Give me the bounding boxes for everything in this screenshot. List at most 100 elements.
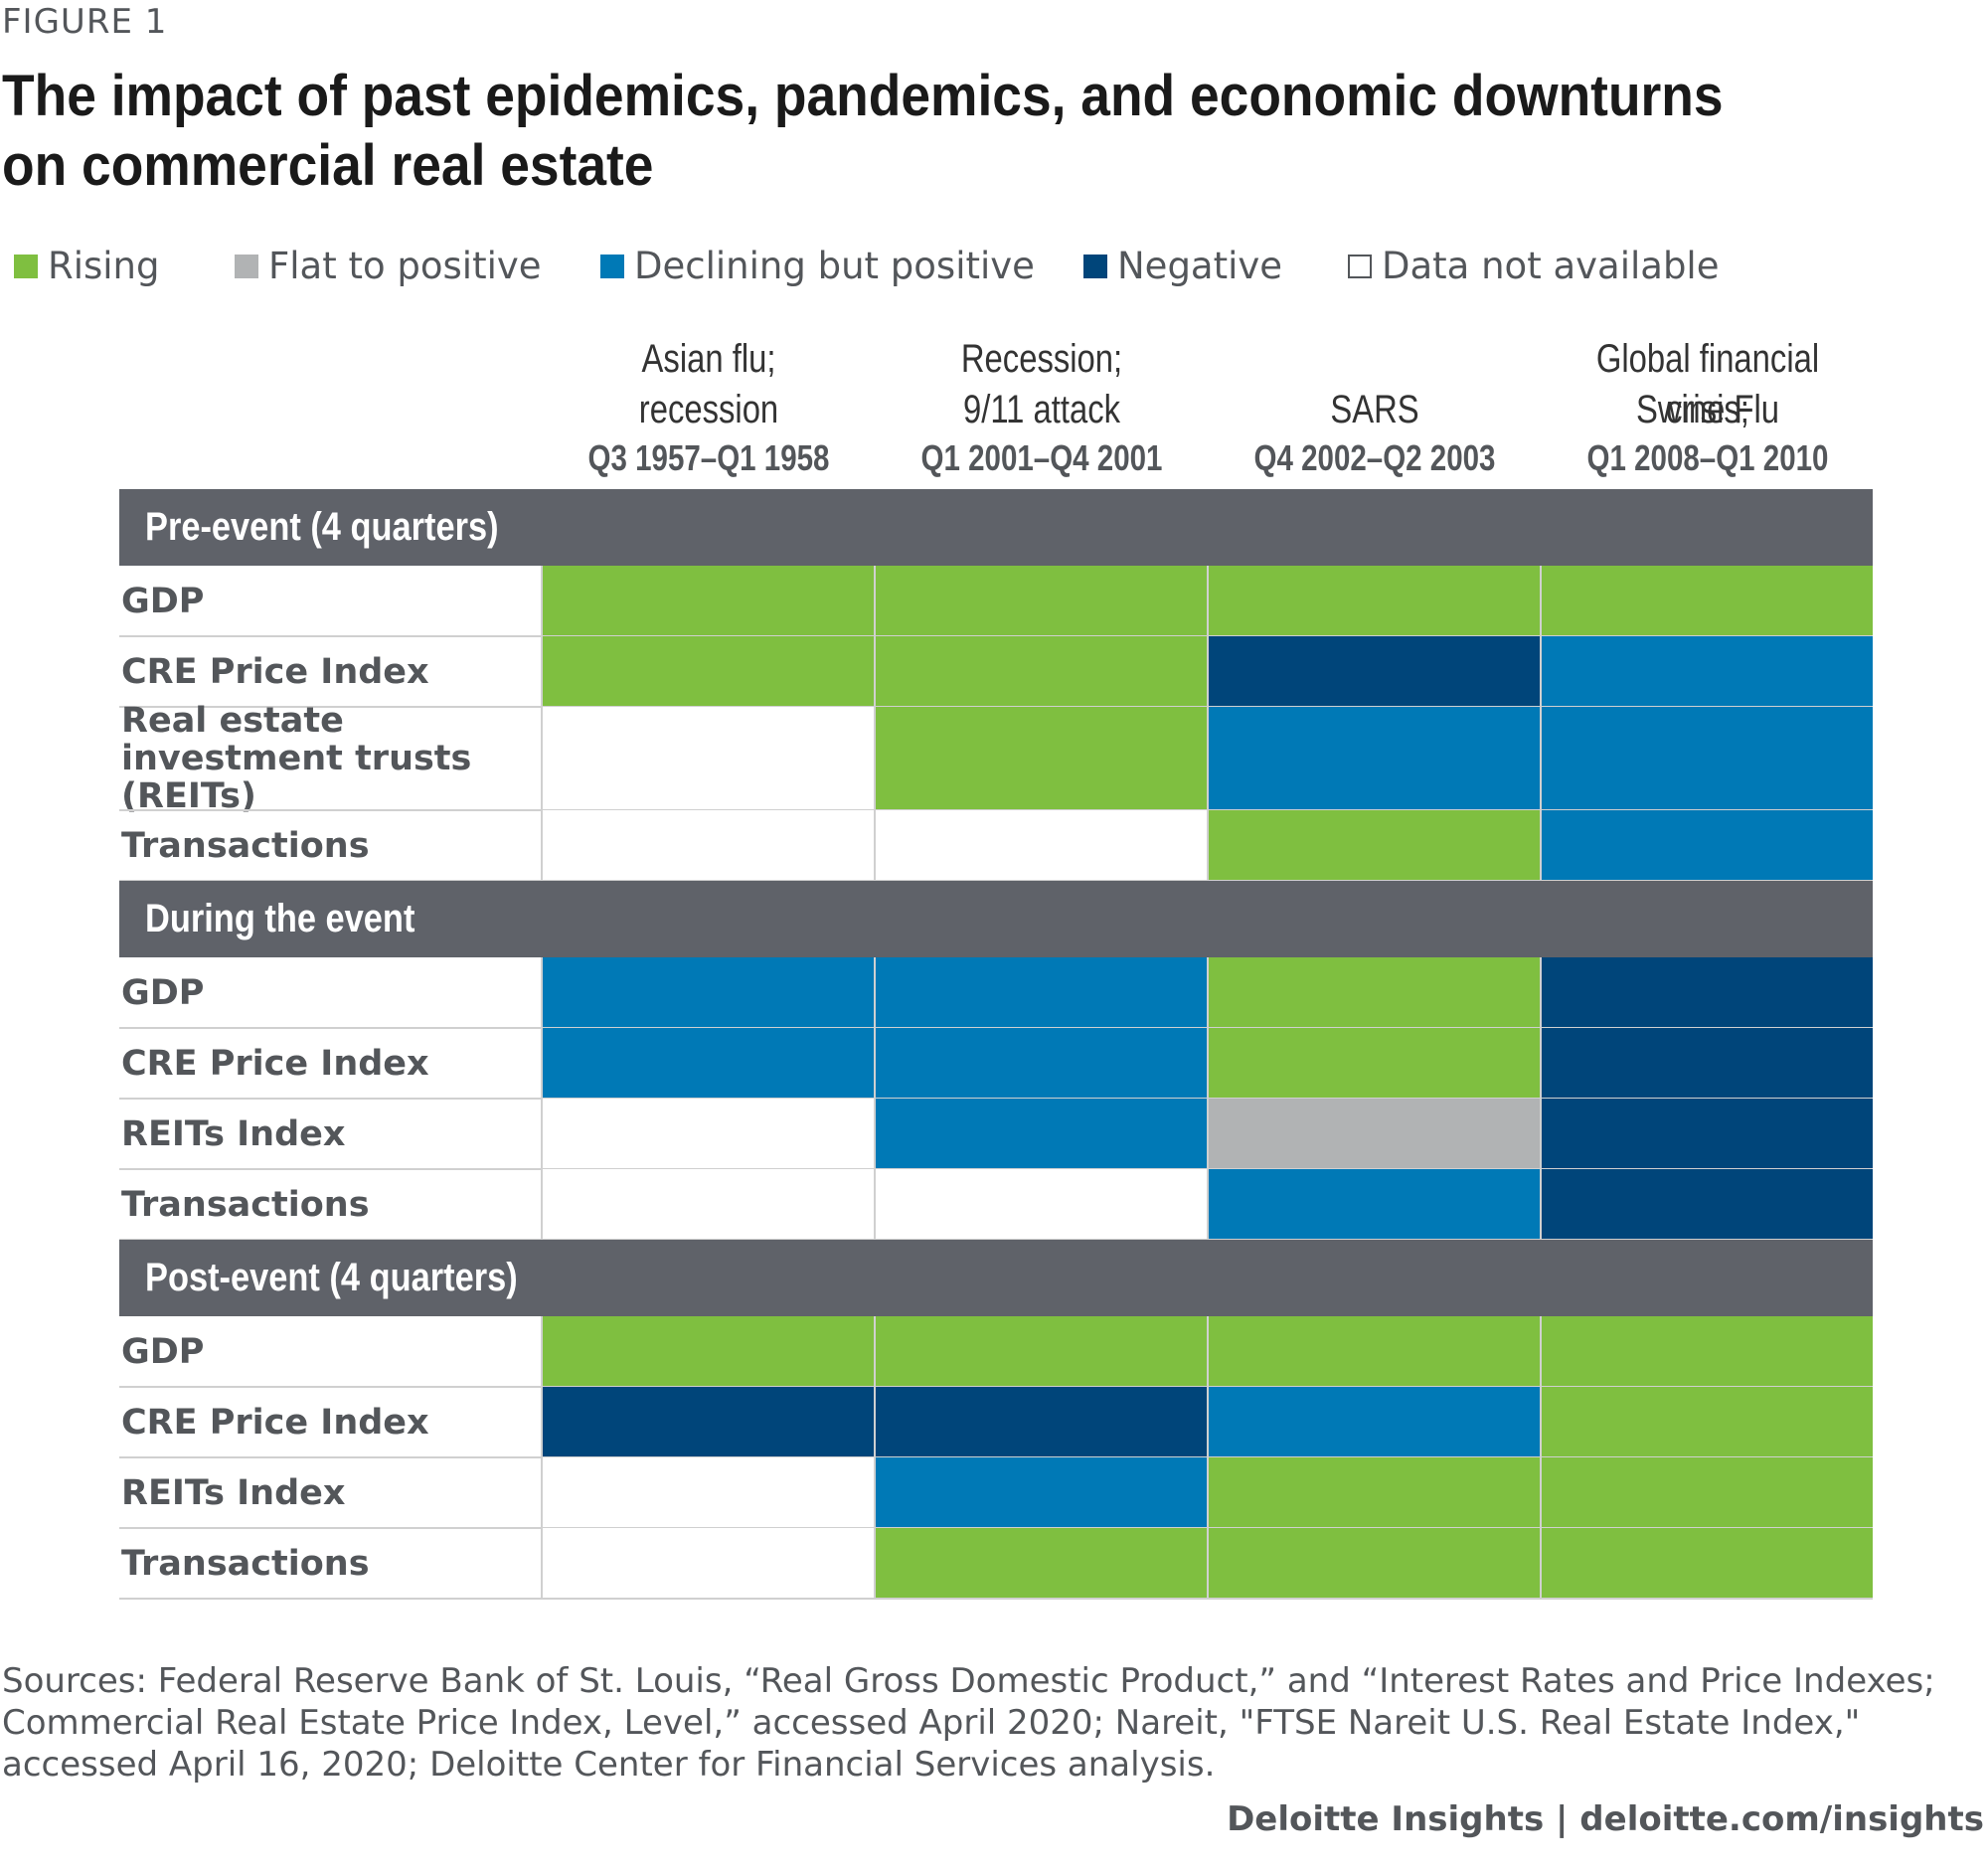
column-header-dates: Q1 2008–Q1 2010 (1586, 437, 1829, 478)
column-header: Global financial crisis; Swine Flu Q1 2008… (1541, 334, 1875, 481)
legend-swatch-negative (1083, 254, 1107, 278)
row-label: REITs Index (121, 1472, 346, 1513)
figure-label: FIGURE 1 (2, 2, 168, 42)
legend-item-declining: Declining but positive (600, 245, 1035, 287)
cell-rising (1541, 1387, 1873, 1457)
cell-rising (875, 636, 1208, 707)
cell-na (542, 707, 875, 810)
cell-negative (1541, 957, 1873, 1028)
cell-declining (1208, 1169, 1541, 1240)
cell-declining (542, 1028, 875, 1099)
column-header-line (1238, 334, 1512, 385)
column-divider (1207, 1316, 1209, 1599)
section-header: During the event (119, 881, 1873, 957)
legend-swatch-flat (235, 254, 258, 278)
legend-label-na: Data not available (1382, 245, 1720, 287)
cell-na (542, 1528, 875, 1599)
row-label: Transactions (121, 1184, 370, 1225)
cell-rising (875, 707, 1208, 810)
cell-rising (875, 1316, 1208, 1387)
column-header: SARS Q4 2002–Q2 2003 (1208, 334, 1542, 481)
cell-rising (1208, 1528, 1541, 1599)
column-header-line: recession (638, 388, 779, 431)
section-title: Pre-event (4 quarters) (145, 505, 499, 549)
row-label: CRE Price Index (121, 1043, 429, 1084)
column-divider (541, 957, 543, 1240)
row-label: Transactions (121, 1543, 370, 1584)
legend-label-flat: Flat to positive (268, 245, 542, 287)
legend-label-negative: Negative (1117, 245, 1283, 287)
cell-declining (875, 957, 1208, 1028)
cell-na (542, 810, 875, 881)
cell-rising (875, 566, 1208, 636)
column-divider (874, 1316, 876, 1599)
cell-declining (542, 957, 875, 1028)
column-header-line: Recession; (960, 337, 1123, 381)
section-header: Pre-event (4 quarters) (119, 489, 1873, 566)
cell-declining (1541, 707, 1873, 810)
column-divider (1207, 957, 1209, 1240)
cell-rising (542, 566, 875, 636)
legend-item-na: Data not available (1348, 245, 1719, 287)
column-header-line: Global financial crisis; (1595, 337, 1820, 431)
row-label: CRE Price Index (121, 1402, 429, 1443)
legend-swatch-declining (600, 254, 624, 278)
cell-rising (542, 1316, 875, 1387)
cell-flat (1208, 1099, 1541, 1169)
cell-negative (542, 1387, 875, 1457)
cell-declining (875, 1457, 1208, 1528)
sources-note: Sources: Federal Reserve Bank of St. Lou… (2, 1661, 1935, 1785)
column-header-dates: Q4 2002–Q2 2003 (1253, 437, 1496, 478)
cell-rising (1208, 1028, 1541, 1099)
row-label: Real estate investment trusts (REITs) (121, 701, 472, 816)
row-label: GDP (121, 1331, 205, 1372)
cell-negative (1541, 1028, 1873, 1099)
cell-rising (1208, 957, 1541, 1028)
column-header-dates: Q3 1957–Q1 1958 (587, 437, 830, 478)
cell-declining (875, 1099, 1208, 1169)
cell-na (542, 1169, 875, 1240)
cell-rising (1208, 566, 1541, 636)
cell-rising (1541, 1316, 1873, 1387)
column-divider (1207, 566, 1209, 881)
cell-na (875, 1169, 1208, 1240)
column-header-line: 9/11 attack (962, 388, 1121, 431)
legend-item-negative: Negative (1083, 245, 1282, 287)
legend-swatch-rising (14, 254, 38, 278)
cell-declining (1541, 810, 1873, 881)
cell-rising (1541, 1457, 1873, 1528)
legend-label-rising: Rising (48, 245, 160, 287)
cell-rising (1208, 1457, 1541, 1528)
row-label: CRE Price Index (121, 651, 429, 692)
cell-negative (1208, 636, 1541, 707)
column-divider (1540, 1316, 1542, 1599)
row-label: REITs Index (121, 1113, 346, 1154)
column-header-line: SARS (1330, 388, 1419, 431)
credit-line: Deloitte Insights | deloitte.com/insight… (1227, 1799, 1984, 1839)
cell-na (875, 810, 1208, 881)
cell-rising (1541, 1528, 1873, 1599)
column-divider (1540, 566, 1542, 881)
column-divider (874, 957, 876, 1240)
column-header-dates: Q1 2001–Q4 2001 (920, 437, 1163, 478)
cell-rising (1208, 810, 1541, 881)
column-divider (541, 1316, 543, 1599)
cell-na (542, 1099, 875, 1169)
cell-negative (1541, 1099, 1873, 1169)
column-divider (1540, 957, 1542, 1240)
legend-item-flat: Flat to positive (235, 245, 542, 287)
cell-rising (875, 1528, 1208, 1599)
legend-label-declining: Declining but positive (634, 245, 1035, 287)
cell-declining (875, 1028, 1208, 1099)
cell-declining (1541, 636, 1873, 707)
row-divider (119, 1598, 1873, 1600)
row-label: GDP (121, 972, 205, 1013)
column-header: Recession; 9/11 attack Q1 2001–Q4 2001 (875, 334, 1209, 481)
cell-negative (875, 1387, 1208, 1457)
legend-item-rising: Rising (14, 245, 159, 287)
cell-negative (1541, 1169, 1873, 1240)
column-header: Asian flu; recession Q3 1957–Q1 1958 (542, 334, 876, 481)
column-header-line: Asian flu; (641, 337, 776, 381)
cell-rising (542, 636, 875, 707)
row-label: GDP (121, 581, 205, 621)
